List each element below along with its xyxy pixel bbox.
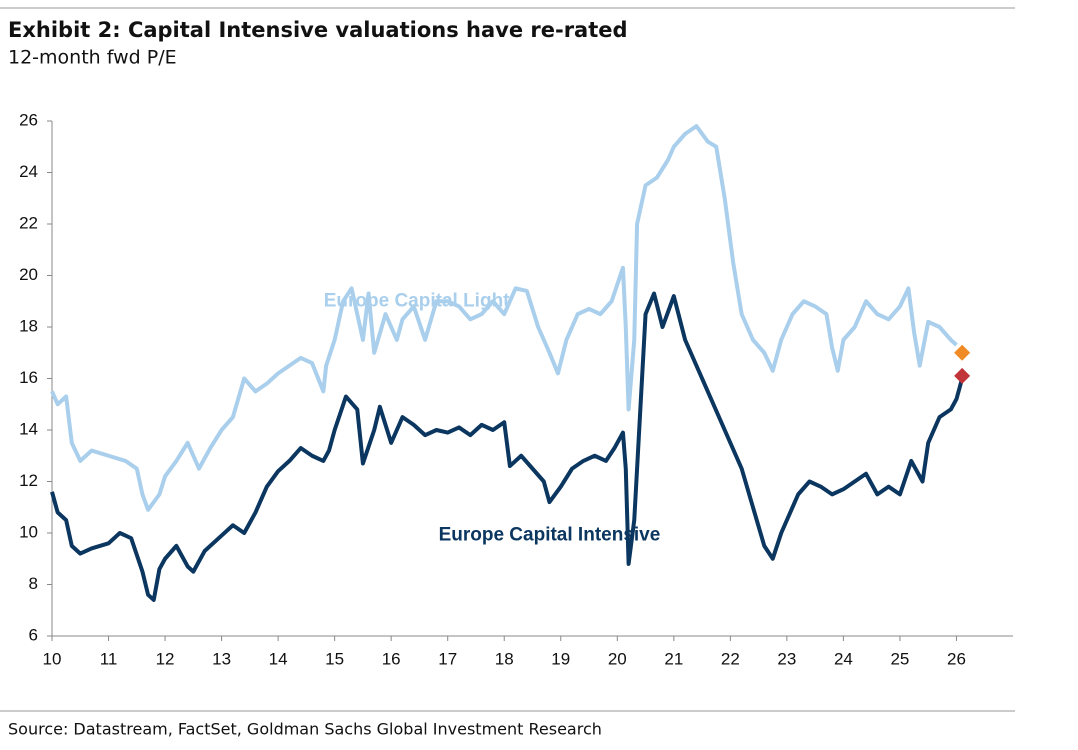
- x-tick-label: 10: [43, 649, 62, 668]
- x-tick-label: 19: [551, 649, 570, 668]
- x-tick-label: 13: [212, 649, 231, 668]
- y-tick-label: 8: [29, 574, 38, 593]
- x-tick-label: 25: [890, 649, 909, 668]
- x-tick-label: 22: [721, 649, 740, 668]
- x-tick-label: 20: [608, 649, 627, 668]
- x-tick-label: 24: [834, 649, 853, 668]
- x-tick-label: 14: [269, 649, 288, 668]
- x-tick-label: 11: [100, 649, 118, 668]
- x-tick-label: 26: [947, 649, 966, 668]
- y-tick-label: 16: [19, 368, 38, 387]
- series-label: Europe Capital Light: [324, 290, 510, 311]
- y-tick-label: 10: [19, 522, 38, 541]
- y-tick-label: 18: [19, 316, 38, 335]
- x-tick-label: 18: [495, 649, 514, 668]
- y-tick-label: 24: [19, 162, 38, 181]
- series-line: [50, 124, 958, 512]
- chart-subtitle: 12-month fwd P/E: [8, 47, 177, 69]
- x-tick-label: 15: [325, 649, 344, 668]
- x-tick-label: 21: [664, 649, 683, 668]
- end-marker: [954, 344, 971, 361]
- series-label: Europe Capital Intensive: [439, 525, 661, 546]
- x-tick-label: 17: [438, 649, 457, 668]
- source-note: Source: Datastream, FactSet, Goldman Sac…: [8, 720, 602, 739]
- end-marker: [954, 367, 971, 384]
- y-tick-label: 20: [19, 265, 38, 284]
- y-tick-label: 12: [19, 471, 38, 490]
- y-tick-label: 14: [19, 419, 38, 438]
- y-tick-label: 6: [29, 625, 38, 644]
- x-tick-label: 16: [382, 649, 401, 668]
- chart-title: Exhibit 2: Capital Intensive valuations …: [8, 18, 628, 42]
- x-tick-label: 23: [777, 649, 796, 668]
- y-tick-label: 22: [19, 213, 38, 232]
- series-line: [50, 291, 965, 602]
- y-tick-label: 26: [19, 110, 38, 129]
- x-tick-label: 12: [156, 649, 175, 668]
